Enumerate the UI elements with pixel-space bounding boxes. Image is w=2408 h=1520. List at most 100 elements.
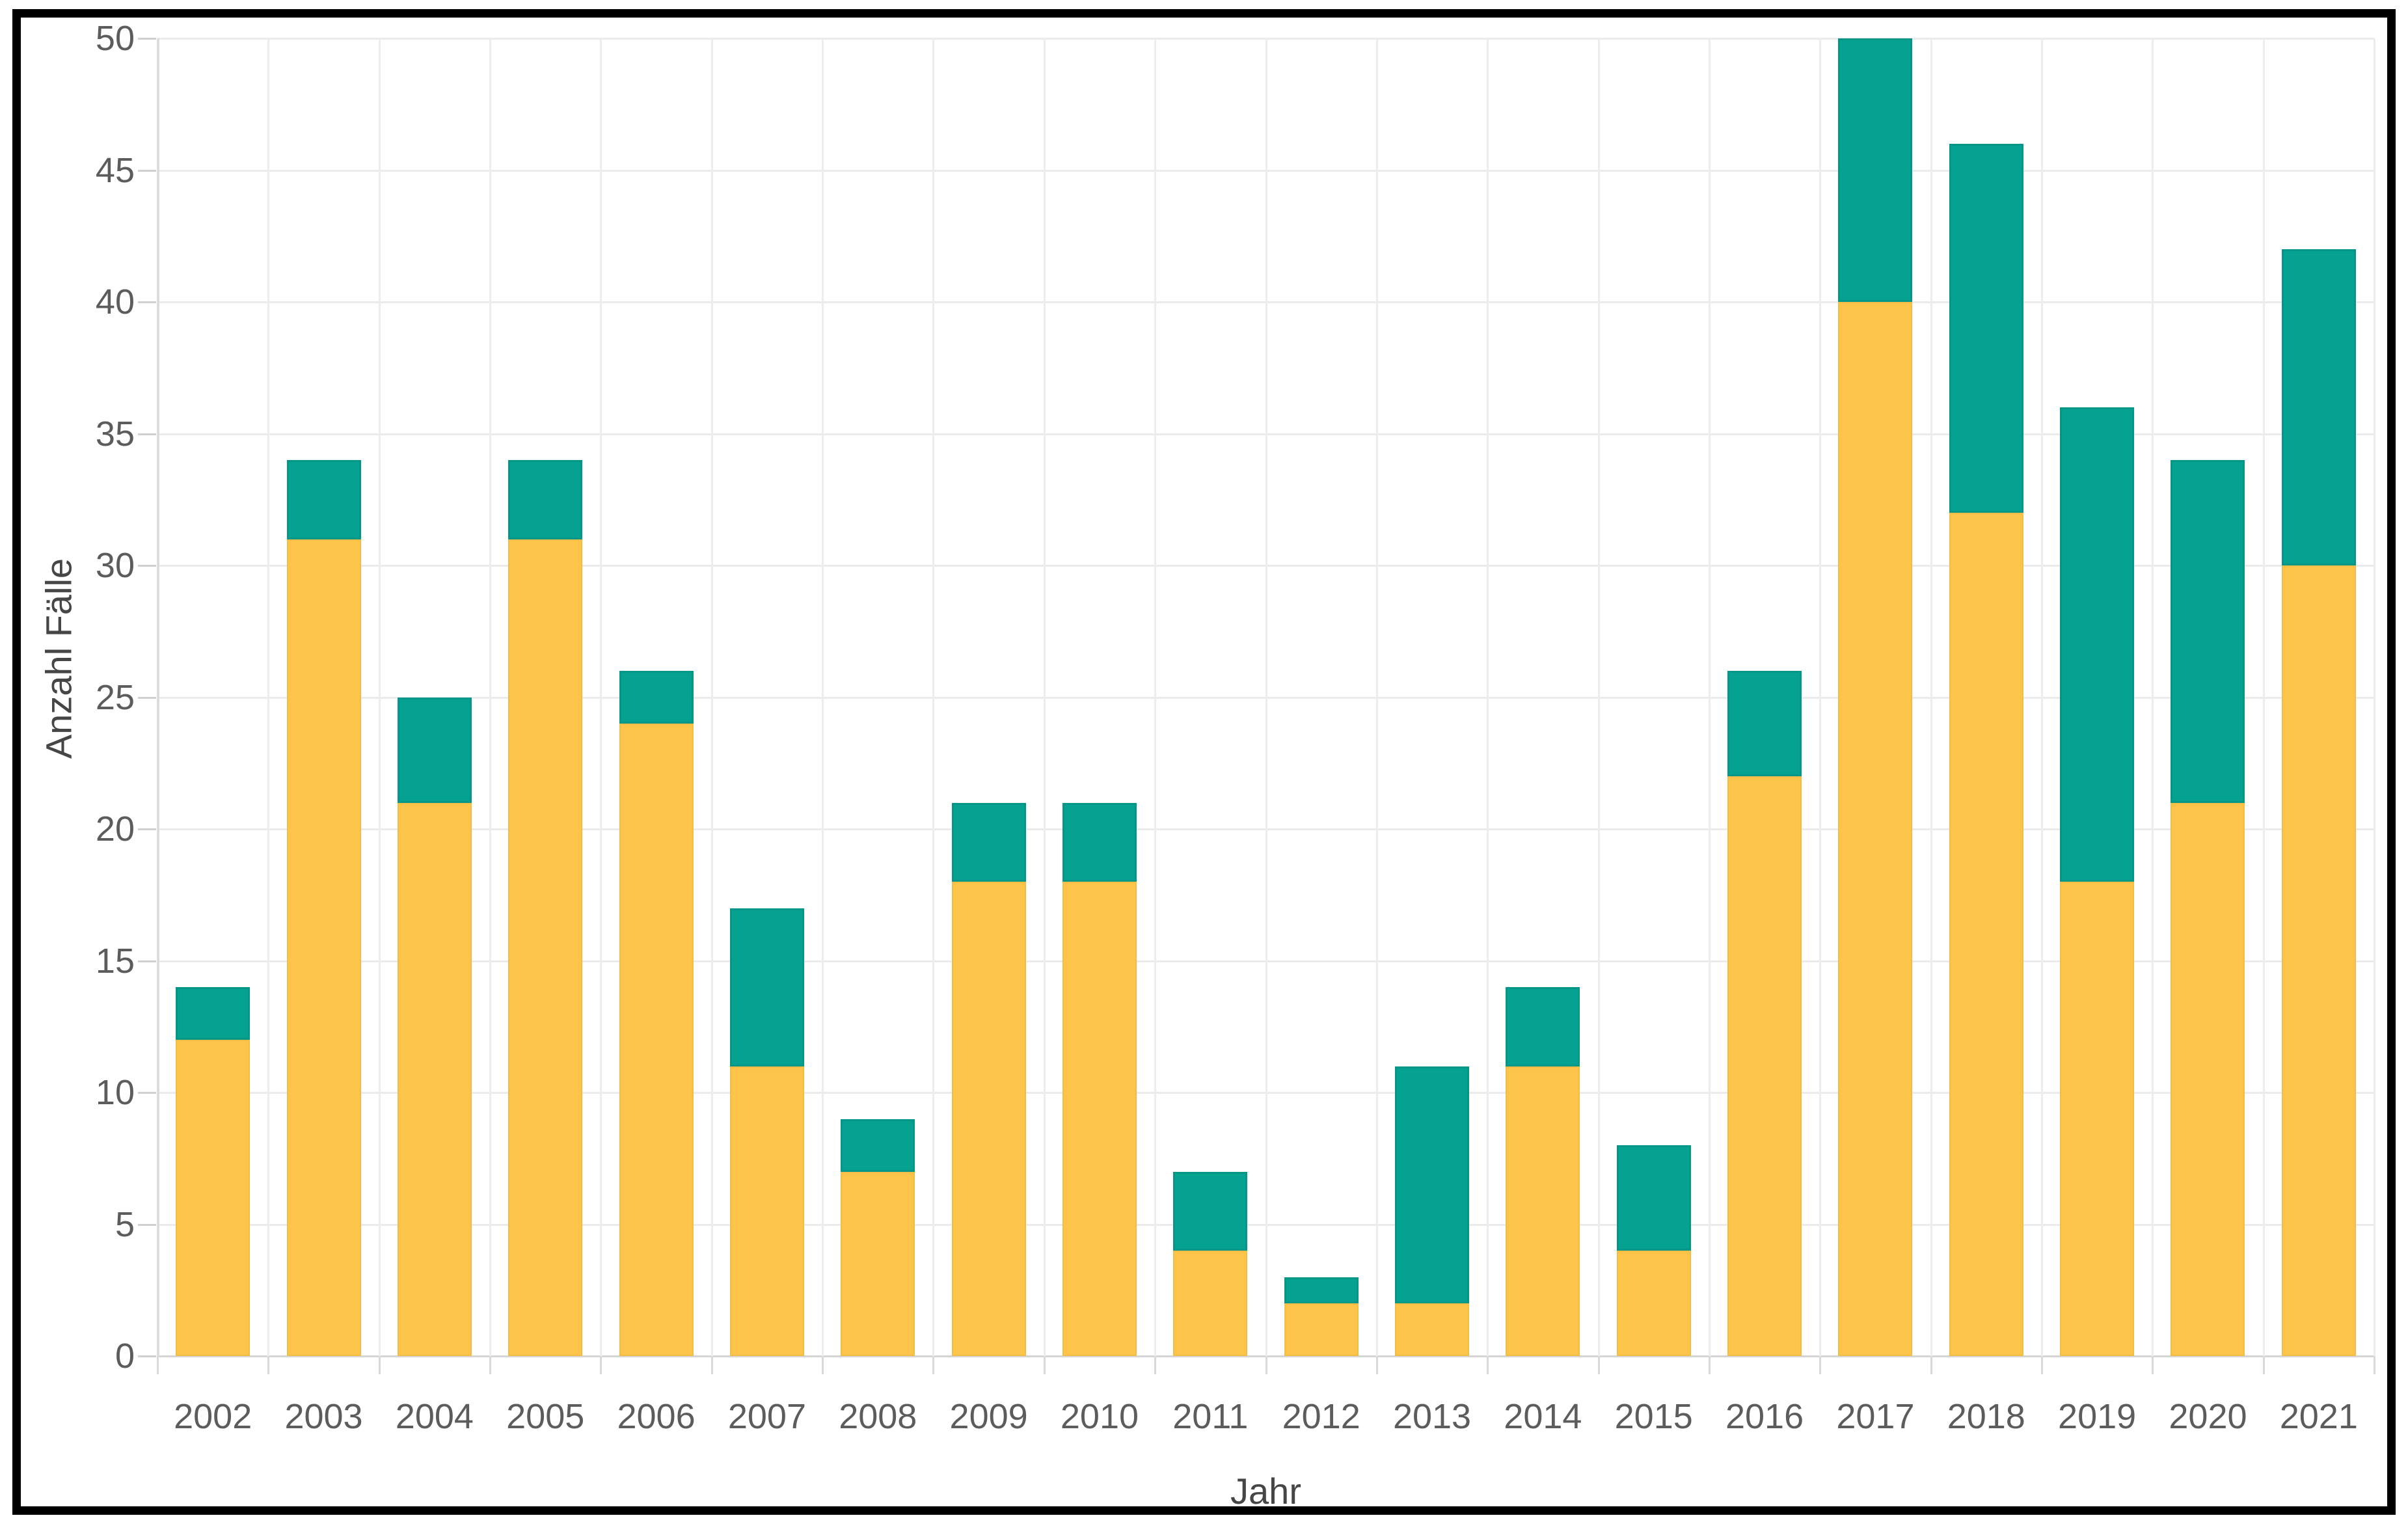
v-gridline-5	[710, 38, 713, 1356]
bar-segment-yellow-2004[interactable]	[397, 802, 472, 1356]
bar-segment-teal-2009[interactable]	[951, 802, 1026, 882]
x-tick-mark-19	[2262, 1356, 2265, 1374]
y-tick-label-5: 5	[115, 1204, 135, 1244]
y-tick-mark-20	[138, 828, 156, 830]
bar-segment-teal-2017[interactable]	[1838, 38, 1913, 302]
y-tick-mark-30	[138, 565, 156, 567]
y-tick-label-50: 50	[95, 19, 135, 58]
v-gridline-2	[378, 38, 381, 1356]
y-tick-label-10: 10	[95, 1073, 135, 1112]
bar-segment-yellow-2002[interactable]	[176, 1040, 250, 1356]
bar-segment-yellow-2007[interactable]	[729, 1066, 804, 1356]
bar-segment-teal-2014[interactable]	[1506, 987, 1580, 1066]
y-tick-mark-15	[138, 960, 156, 962]
bar-segment-teal-2006[interactable]	[619, 671, 694, 724]
y-tick-label-30: 30	[95, 546, 135, 585]
x-tick-mark-18	[2152, 1356, 2154, 1374]
v-gridline-12	[1487, 38, 1489, 1356]
bar-segment-teal-2020[interactable]	[2171, 460, 2245, 803]
bar-segment-yellow-2009[interactable]	[951, 882, 1026, 1356]
bar-segment-yellow-2019[interactable]	[2060, 882, 2135, 1356]
v-gridline-9	[1154, 38, 1157, 1356]
bar-segment-yellow-2014[interactable]	[1506, 1066, 1580, 1356]
x-tick-mark-6	[822, 1356, 824, 1374]
bar-segment-yellow-2011[interactable]	[1173, 1251, 1248, 1356]
y-tick-label-45: 45	[95, 150, 135, 190]
bar-segment-teal-2011[interactable]	[1173, 1171, 1248, 1251]
y-tick-mark-10	[138, 1092, 156, 1094]
x-tick-mark-8	[1043, 1356, 1046, 1374]
bar-segment-yellow-2018[interactable]	[1949, 513, 2023, 1356]
bar-segment-yellow-2013[interactable]	[1395, 1303, 1470, 1356]
v-gridline-10	[1265, 38, 1267, 1356]
plot-area	[157, 38, 2375, 1357]
bar-segment-teal-2010[interactable]	[1062, 802, 1137, 882]
y-tick-mark-45	[138, 169, 156, 172]
bar-segment-teal-2013[interactable]	[1395, 1066, 1470, 1303]
bar-segment-teal-2018[interactable]	[1949, 144, 2023, 513]
x-tick-label-2010: 2010	[1060, 1397, 1139, 1436]
bar-segment-yellow-2010[interactable]	[1062, 882, 1137, 1356]
bar-segment-teal-2005[interactable]	[508, 460, 583, 539]
x-tick-label-2011: 2011	[1172, 1397, 1249, 1436]
x-tick-label-2016: 2016	[1725, 1397, 1804, 1436]
y-tick-label-40: 40	[95, 282, 135, 321]
x-tick-mark-0	[157, 1356, 159, 1374]
y-tick-label-0: 0	[115, 1337, 135, 1376]
stacked-bar-chart: 0 5 10 15 20 25 30 35 40 45 50 2002 2003 2004 2005 200…	[21, 18, 2387, 1512]
bar-segment-yellow-2021[interactable]	[2281, 565, 2356, 1356]
v-gridline-0	[157, 38, 159, 1356]
v-gridline-16	[1930, 38, 1932, 1356]
y-tick-mark-40	[138, 301, 156, 303]
x-tick-mark-10	[1265, 1356, 1267, 1374]
y-tick-mark-5	[138, 1223, 156, 1226]
bar-segment-yellow-2016[interactable]	[1727, 776, 1802, 1356]
bar-segment-teal-2007[interactable]	[729, 908, 804, 1066]
x-tick-mark-12	[1487, 1356, 1489, 1374]
bar-segment-yellow-2005[interactable]	[508, 539, 583, 1356]
x-tick-mark-16	[1930, 1356, 1932, 1374]
x-tick-mark-4	[600, 1356, 602, 1374]
bar-segment-teal-2012[interactable]	[1284, 1277, 1359, 1303]
bar-segment-teal-2008[interactable]	[841, 1119, 915, 1172]
bar-segment-yellow-2017[interactable]	[1838, 302, 1913, 1356]
bar-segment-yellow-2012[interactable]	[1284, 1303, 1359, 1356]
x-tick-label-2014: 2014	[1504, 1397, 1582, 1436]
bar-segment-teal-2016[interactable]	[1727, 671, 1802, 776]
bar-segment-teal-2004[interactable]	[397, 697, 472, 803]
x-tick-label-2008: 2008	[839, 1397, 917, 1436]
x-tick-label-2019: 2019	[2058, 1397, 2137, 1436]
v-gridline-18	[2152, 38, 2154, 1356]
bar-segment-teal-2002[interactable]	[176, 987, 250, 1040]
bar-segment-yellow-2003[interactable]	[286, 539, 361, 1356]
x-tick-mark-2	[378, 1356, 381, 1374]
bar-segment-yellow-2006[interactable]	[619, 724, 694, 1356]
bar-segment-yellow-2008[interactable]	[841, 1171, 915, 1356]
y-tick-label-20: 20	[95, 809, 135, 848]
chart-frame: 0 5 10 15 20 25 30 35 40 45 50 2002 2003 2004 2005 200…	[12, 9, 2396, 1515]
bar-segment-yellow-2020[interactable]	[2171, 802, 2245, 1356]
x-tick-mark-9	[1154, 1356, 1157, 1374]
v-gridline-4	[600, 38, 602, 1356]
y-tick-label-15: 15	[95, 941, 135, 981]
x-tick-mark-7	[932, 1356, 935, 1374]
x-tick-label-2018: 2018	[1947, 1397, 2025, 1436]
v-gridline-11	[1375, 38, 1378, 1356]
x-tick-mark-14	[1708, 1356, 1711, 1374]
v-gridline-8	[1043, 38, 1046, 1356]
x-tick-label-2021: 2021	[2279, 1397, 2358, 1436]
x-tick-label-2003: 2003	[284, 1397, 363, 1436]
bar-segment-yellow-2015[interactable]	[1616, 1251, 1691, 1356]
y-tick-label-25: 25	[95, 677, 135, 717]
bar-segment-teal-2021[interactable]	[2281, 249, 2356, 565]
bar-segment-teal-2015[interactable]	[1616, 1145, 1691, 1251]
y-tick-mark-25	[138, 696, 156, 699]
v-gridline-20	[2374, 38, 2375, 1356]
v-gridline-1	[267, 38, 270, 1356]
bar-segment-teal-2003[interactable]	[286, 460, 361, 539]
bar-segment-teal-2019[interactable]	[2060, 407, 2135, 882]
x-tick-mark-1	[267, 1356, 270, 1374]
y-tick-label-35: 35	[95, 414, 135, 454]
v-gridline-17	[2040, 38, 2043, 1356]
y-tick-mark-35	[138, 433, 156, 435]
